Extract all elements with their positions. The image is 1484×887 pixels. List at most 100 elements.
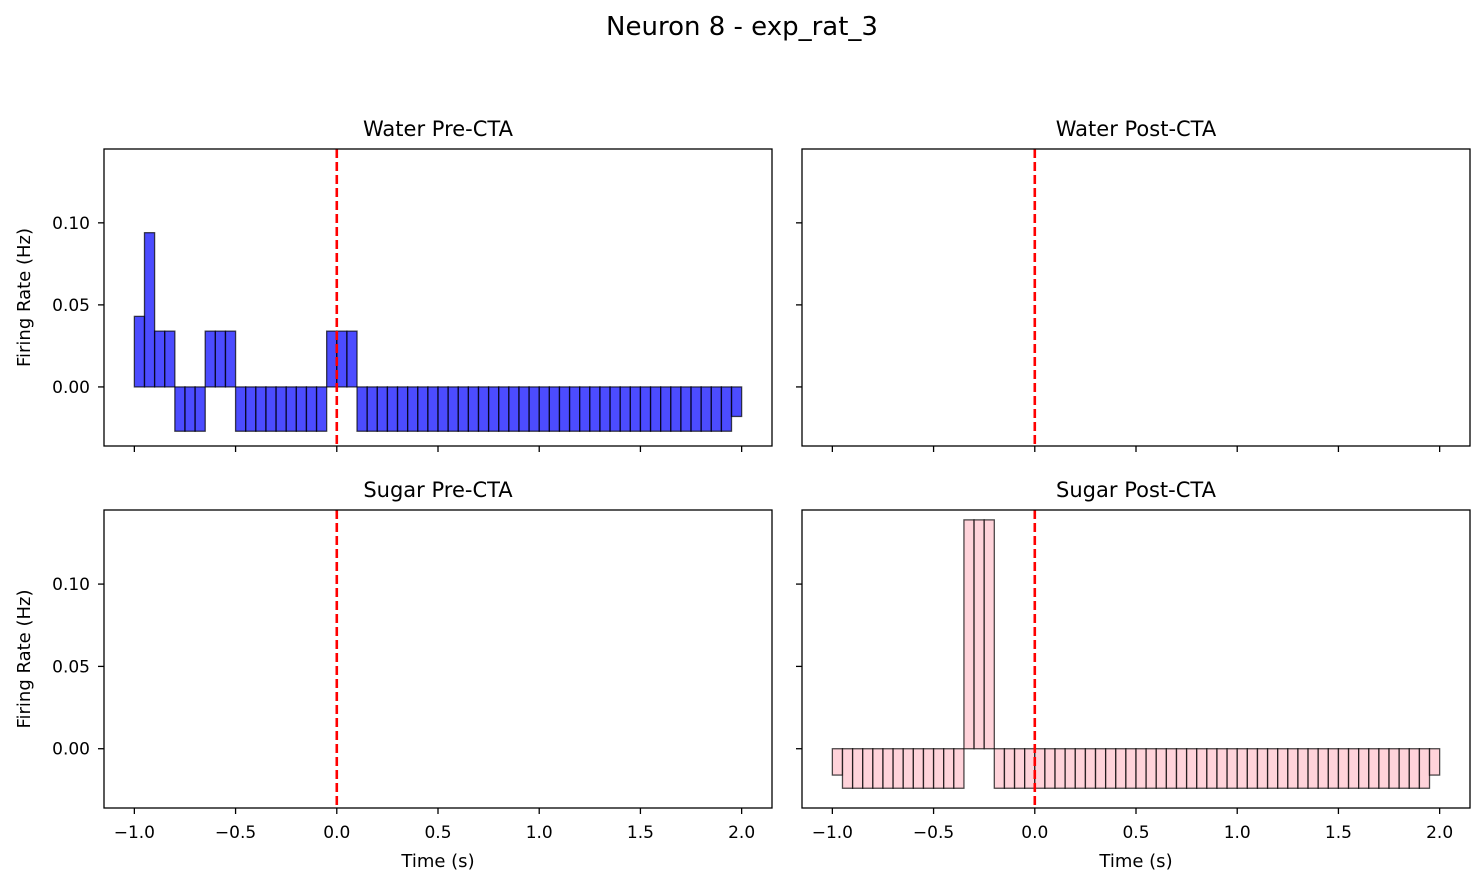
chart4-bar (1115, 748, 1127, 789)
chart4-bar (892, 748, 904, 789)
chart3-x-tick-label: −1.0 (114, 823, 155, 843)
chart1-title: Water Pre-CTA (363, 117, 514, 141)
chart1-bar (487, 386, 500, 432)
chart1-bar (234, 386, 247, 432)
chart3-title: Sugar Pre-CTA (363, 478, 513, 502)
chart1-bar (153, 330, 166, 388)
chart4-bar (922, 748, 935, 789)
chart1-bar (457, 386, 470, 432)
chart3-x-tick-label: 1.5 (627, 823, 654, 843)
chart1-bar (386, 386, 399, 432)
chart1-bar (143, 232, 156, 388)
chart4-x-tick-label: 0.0 (1021, 823, 1048, 843)
chart1-bar (477, 386, 490, 432)
chart1-y-tick-label: 0.00 (52, 378, 90, 398)
chart1-bar (680, 386, 692, 432)
chart4-bar (1216, 748, 1228, 789)
chart4-bar (1266, 748, 1279, 789)
chart1-bar (427, 386, 439, 432)
chart1-bar (326, 330, 338, 388)
chart4-bar (1287, 748, 1299, 789)
chart4-bar (912, 748, 925, 789)
chart4-bar (1358, 748, 1370, 789)
chart4-bar (1246, 748, 1259, 789)
chart1-bar (194, 386, 206, 432)
chart1-panel: Water Pre-CTA 0.00 0.05 0.10 Firing Rate (Hz… (14, 117, 773, 452)
chart4-bar (1307, 748, 1319, 789)
chart4-bar (1297, 748, 1309, 789)
chart1-bar (447, 386, 459, 432)
chart4-bar (1135, 748, 1147, 789)
chart3-x-tick-label: 2.0 (728, 823, 755, 843)
chart1-bar (437, 386, 449, 432)
chart1-bar (376, 386, 389, 432)
chart1-bar (224, 330, 237, 388)
chart4-bar (1145, 748, 1157, 789)
chart4-bar (943, 748, 955, 789)
chart3-y-axis-label: Firing Rate (Hz) (14, 589, 35, 728)
chart3-x-tick-label: 0.0 (323, 823, 350, 843)
chart4-bar (1206, 748, 1218, 789)
chart1-bar (305, 386, 318, 432)
chart4-bar (1044, 748, 1056, 789)
chart4-bar (1236, 748, 1248, 789)
chart4-bar (1368, 748, 1380, 789)
chart1-bar (589, 386, 601, 432)
chart4-bar (1175, 748, 1188, 789)
chart1-bar (730, 386, 743, 418)
chart1-bar (315, 386, 328, 432)
chart1-bar (295, 386, 308, 432)
chart4-bar (851, 748, 864, 789)
chart4-bar (983, 519, 995, 750)
chart4-bar (1398, 748, 1410, 789)
chart4-bar (932, 748, 945, 789)
chart2-title: Water Post-CTA (1056, 117, 1217, 141)
chart4-bar (841, 748, 854, 789)
chart1-bar (670, 386, 682, 432)
chart3-x-tick-label: 1.0 (526, 823, 553, 843)
chart1-bar (528, 386, 540, 432)
chart1-bar (245, 386, 257, 432)
chart4-bar (963, 519, 975, 750)
chart1-bar (346, 330, 358, 388)
chart4-panel: Sugar Post-CTA −1.0 −0.5 0.0 0.5 1.0 1.5 2.0 Tim… (796, 478, 1471, 872)
chart3-y-tick-label: 0.10 (52, 575, 90, 595)
chart4-bar (973, 519, 985, 750)
chart1-bar (164, 330, 176, 388)
chart1-bar (356, 386, 368, 432)
chart3-frame (103, 509, 773, 809)
chart4-x-tick-label: 2.0 (1426, 823, 1453, 843)
chart4-bar (1277, 748, 1289, 789)
chart1-bar (498, 386, 510, 432)
figure-title: Neuron 8 - exp_rat_3 (606, 12, 878, 42)
chart1-bar (710, 386, 723, 432)
chart3-panel: Sugar Pre-CTA −1.0 −0.5 0.0 0.5 1.0 1.5 2.0 0.00… (14, 478, 773, 872)
chart4-x-tick-label: 1.5 (1325, 823, 1352, 843)
chart1-bar (599, 386, 611, 432)
chart4-bar (1125, 748, 1137, 789)
chart1-bar (255, 386, 267, 432)
chart4-bar (1418, 748, 1431, 789)
chart1-bar (700, 386, 712, 432)
chart4-bar (1074, 748, 1087, 789)
chart4-bar (1388, 748, 1400, 789)
chart4-x-tick-label: −0.5 (913, 823, 954, 843)
chart4-bar (1003, 748, 1016, 789)
chart4-bar (1196, 748, 1208, 789)
chart4-bar (1337, 748, 1350, 789)
chart1-bar (690, 386, 702, 432)
chart4-x-tick-label: −1.0 (812, 823, 853, 843)
chart1-bar (558, 386, 571, 432)
chart1-bar (508, 386, 520, 432)
chart2-panel: Water Post-CTA (796, 117, 1471, 452)
chart1-bar (336, 330, 348, 388)
chart4-x-axis-label: Time (s) (1098, 851, 1172, 872)
chart4-bar (831, 748, 844, 776)
chart1-bar (417, 386, 429, 432)
chart3-x-axis-label: Time (s) (400, 851, 474, 872)
chart1-bar (406, 386, 419, 432)
chart1-bar (619, 386, 631, 432)
chart3-y-tick-label: 0.05 (52, 657, 90, 677)
chart4-bar (1226, 748, 1238, 789)
